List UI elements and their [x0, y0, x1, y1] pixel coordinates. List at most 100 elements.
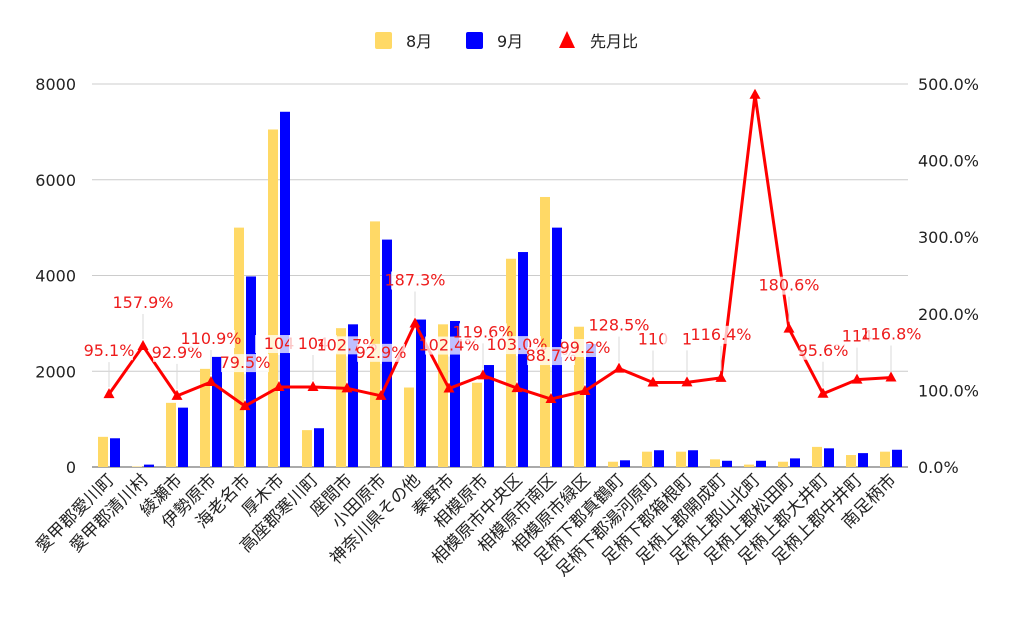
ratio-point [715, 371, 727, 382]
ratio-point [511, 382, 523, 393]
category-labels: 愛甲郡愛川町愛甲郡清川村綾瀬市伊勢原市海老名市厚木市高座郡寒川町座間市小田原市神… [32, 470, 900, 580]
right-axis-ticks: 0.0% 100.0% 200.0% 300.0% 400.0% 500.0% [918, 75, 979, 477]
data-label-bg [561, 339, 609, 358]
bar-9月 [144, 464, 154, 467]
left-tick-label: 8000 [35, 75, 76, 94]
bar-9月 [212, 356, 222, 467]
bar-9月 [314, 428, 324, 467]
bar-9月 [722, 460, 732, 467]
data-label: 187.3% [384, 271, 445, 290]
data-label-bg [391, 271, 439, 290]
ratio-point [647, 376, 659, 387]
data-label-bg [697, 325, 745, 344]
data-label: 99.2% [560, 338, 611, 357]
data-label: 180.6% [758, 276, 819, 295]
data-label-bg [357, 343, 405, 362]
data-label: 104 [264, 334, 295, 353]
line-series [103, 88, 897, 411]
right-tick-label: 500.0% [918, 75, 979, 94]
bar-9月 [110, 438, 120, 467]
ratio-point [103, 388, 115, 399]
data-label-bg [595, 316, 643, 335]
left-axis-ticks: 0 2000 4000 6000 8000 [35, 75, 76, 477]
bar-8月 [200, 368, 210, 467]
bar-8月 [302, 430, 312, 467]
ratio-point [273, 381, 285, 392]
legend-swatch [466, 32, 483, 49]
bar-9月 [348, 324, 358, 467]
data-label-bg [765, 276, 813, 295]
bar-8月 [472, 382, 482, 467]
legend-swatch [375, 32, 392, 49]
right-tick-label: 300.0% [918, 228, 979, 247]
bar-9月 [892, 449, 902, 467]
bar-9月 [416, 319, 426, 467]
ratio-point [137, 340, 149, 351]
bar-8月 [404, 387, 414, 467]
bar-8月 [336, 328, 346, 467]
right-tick-label: 0.0% [918, 458, 959, 477]
ratio-point [341, 382, 353, 393]
data-label: 1 [682, 329, 692, 348]
bar-8月 [744, 464, 754, 467]
bar-9月 [586, 343, 596, 467]
ratio-point [477, 369, 489, 380]
data-label: 114 [842, 327, 873, 346]
ratio-point [443, 382, 455, 393]
legend-swatch [559, 31, 575, 48]
data-label-bg [799, 341, 847, 360]
ratio-point [205, 376, 217, 387]
bar-9月 [654, 450, 664, 467]
bar-8月 [608, 461, 618, 467]
ratio-point [681, 376, 693, 387]
data-label-bg [187, 330, 235, 349]
bar-8月 [268, 129, 278, 467]
ratio-point [579, 385, 591, 396]
bar-9月 [178, 407, 188, 467]
bar-8月 [676, 451, 686, 467]
bar-series [98, 111, 902, 468]
bar-9月 [518, 252, 528, 467]
data-label-bg [221, 354, 269, 373]
left-tick-label: 2000 [35, 362, 76, 381]
bar-9月 [688, 450, 698, 467]
data-label: 110 [638, 330, 669, 349]
bar-8月 [846, 455, 856, 467]
ratio-line [107, 93, 892, 408]
data-label-bg [119, 294, 167, 313]
left-tick-label: 6000 [35, 171, 76, 190]
data-label-bg [153, 343, 201, 362]
legend-label: 先月比 [590, 32, 638, 51]
bar-8月 [778, 461, 788, 467]
ratio-point [749, 88, 761, 99]
bar-8月 [574, 326, 584, 467]
data-label: 92.9% [356, 343, 407, 362]
bar-9月 [280, 111, 290, 467]
bar-8月 [98, 436, 108, 467]
data-label: 116.8% [860, 325, 921, 344]
bar-8月 [812, 446, 822, 467]
ratio-point [783, 322, 795, 333]
bar-8月 [234, 227, 244, 467]
ratio-point [613, 362, 625, 373]
data-label: 157.9% [112, 293, 173, 312]
ratio-point [307, 381, 319, 392]
left-tick-label: 0 [66, 458, 76, 477]
bar-9月 [756, 460, 766, 467]
legend-label: 8月 [406, 32, 432, 51]
legend-label: 9月 [497, 32, 523, 51]
bar-8月 [642, 451, 652, 467]
right-tick-label: 200.0% [918, 305, 979, 324]
bar-8月 [166, 402, 176, 467]
legend: 8月 9月 先月比 [375, 31, 638, 51]
ratio-point [885, 371, 897, 382]
data-label: 104 [298, 334, 329, 353]
bar-8月 [438, 324, 448, 467]
ratio-point [545, 393, 557, 404]
ratio-point [409, 317, 421, 328]
bar-8月 [506, 258, 516, 467]
ratio-point [239, 400, 251, 411]
data-label: 116.4% [690, 325, 751, 344]
left-tick-label: 4000 [35, 267, 76, 286]
data-label: 95.1% [84, 341, 135, 360]
